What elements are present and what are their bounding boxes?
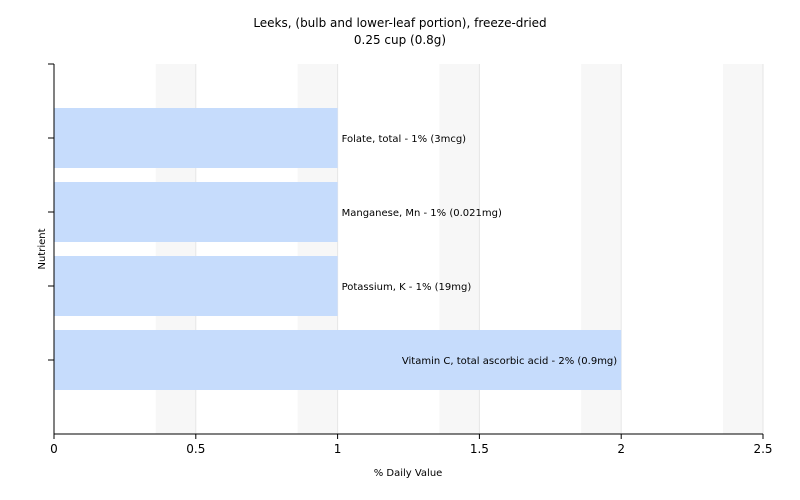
x-tick-label-0: 0 bbox=[50, 442, 58, 456]
x-tick-label-4: 2 bbox=[617, 442, 625, 456]
axes bbox=[48, 63, 764, 439]
data-label-2: Potassium, K - 1% (19mg) bbox=[342, 282, 472, 293]
x-tick-label-1: 0.5 bbox=[186, 442, 205, 456]
data-labels: Folate, total - 1% (3mcg) Manganese, Mn -… bbox=[342, 134, 618, 367]
x-axis-title: % Daily Value bbox=[374, 468, 443, 479]
bars bbox=[54, 108, 622, 390]
x-tick-label-3: 1.5 bbox=[470, 442, 489, 456]
data-label-1: Manganese, Mn - 1% (0.021mg) bbox=[342, 208, 502, 219]
chart-subtitle: 0.25 cup (0.8g) bbox=[354, 33, 446, 47]
data-label-3: Vitamin C, total ascorbic acid - 2% (0.9… bbox=[402, 356, 617, 367]
bar-3 bbox=[54, 330, 622, 390]
plot-band-shade-4 bbox=[723, 64, 763, 434]
x-tick-label-5: 2.5 bbox=[753, 442, 772, 456]
chart-title: Leeks, (bulb and lower-leaf portion), fr… bbox=[253, 16, 546, 30]
bar-0 bbox=[54, 108, 338, 168]
x-tick-labels: 0 0.5 1 1.5 2 2.5 bbox=[50, 442, 772, 456]
data-label-0: Folate, total - 1% (3mcg) bbox=[342, 134, 467, 145]
y-axis-title: Nutrient bbox=[37, 228, 48, 269]
bar-2 bbox=[54, 256, 338, 316]
bar-1 bbox=[54, 182, 338, 242]
x-tick-label-2: 1 bbox=[334, 442, 342, 456]
